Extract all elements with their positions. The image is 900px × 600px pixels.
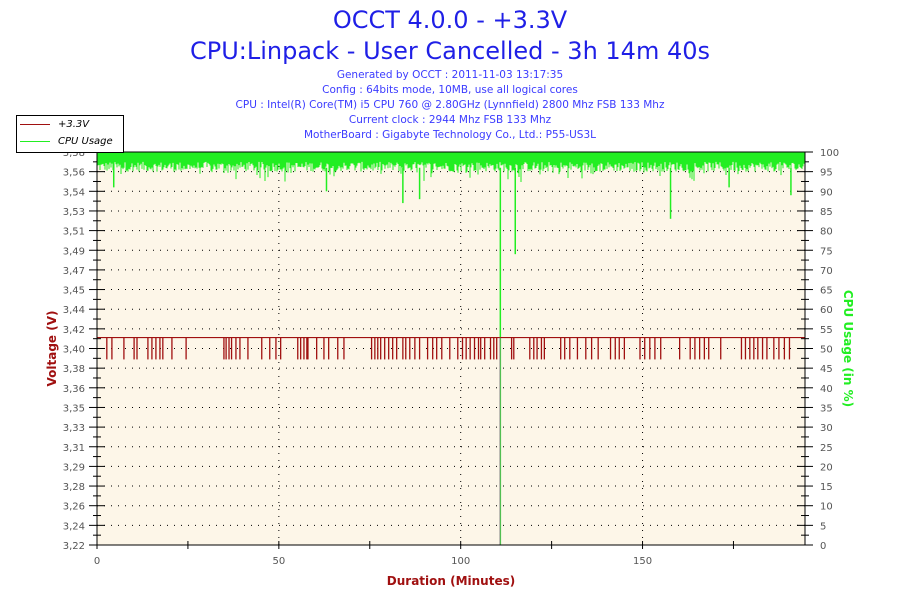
legend-label-cpu: CPU Usage bbox=[58, 136, 113, 147]
y-tick-label: 3,24 bbox=[63, 521, 85, 532]
y2-tick-label: 35 bbox=[820, 403, 833, 414]
legend-swatch-voltage bbox=[20, 124, 50, 125]
info-clock: Current clock : 2944 Mhz FSB 133 Mhz bbox=[348, 114, 552, 126]
info-motherboard: MotherBoard : Gigabyte Technology Co., L… bbox=[304, 129, 596, 141]
y-tick-label: 3,40 bbox=[63, 345, 85, 356]
plot-area bbox=[97, 152, 805, 545]
y2-tick-label: 20 bbox=[820, 462, 833, 473]
y2-tick-label: 0 bbox=[820, 541, 826, 552]
x-tick-label: 50 bbox=[272, 556, 285, 567]
x-tick-label: 150 bbox=[633, 556, 652, 567]
y2-tick-label: 50 bbox=[820, 345, 833, 356]
y2-tick-label: 45 bbox=[820, 364, 833, 375]
y-tick-label: 3,54 bbox=[63, 187, 85, 198]
y2-axis-title: CPU Usage (in %) bbox=[841, 290, 855, 407]
y-tick-label: 3,56 bbox=[63, 168, 85, 179]
y-tick-label: 3,42 bbox=[63, 325, 85, 336]
x-tick-label: 0 bbox=[94, 556, 100, 567]
y-tick-label: 3,38 bbox=[63, 364, 85, 375]
y-tick-label: 3,49 bbox=[63, 246, 85, 257]
y2-tick-label: 10 bbox=[820, 502, 833, 513]
y-tick-label: 3,53 bbox=[63, 207, 85, 218]
y2-tick-label: 60 bbox=[820, 305, 833, 316]
y-tick-label: 3,26 bbox=[63, 502, 85, 513]
y2-tick-label: 30 bbox=[820, 423, 833, 434]
legend-item-cpu: CPU Usage bbox=[17, 133, 123, 150]
y-tick-label: 3,28 bbox=[63, 482, 85, 493]
legend: +3.3V CPU Usage bbox=[16, 115, 124, 153]
y2-tick-label: 75 bbox=[820, 246, 833, 257]
y2-tick-label: 15 bbox=[820, 482, 833, 493]
y-tick-label: 3,47 bbox=[63, 266, 85, 277]
y2-tick-label: 70 bbox=[820, 266, 833, 277]
info-config: Config : 64bits mode, 10MB, use all logi… bbox=[322, 84, 578, 96]
y-tick-label: 3,36 bbox=[63, 384, 85, 395]
y-tick-label: 3,44 bbox=[63, 305, 85, 316]
y-tick-label: 3,31 bbox=[63, 443, 85, 454]
chart-title: OCCT 4.0.0 - +3.3V bbox=[332, 6, 568, 34]
y-tick-label: 3,58 bbox=[63, 148, 85, 159]
y-tick-label: 3,45 bbox=[63, 286, 85, 297]
y-tick-label: 3,33 bbox=[63, 423, 85, 434]
y2-tick-label: 90 bbox=[820, 187, 833, 198]
legend-item-voltage: +3.3V bbox=[17, 116, 123, 133]
y2-tick-label: 55 bbox=[820, 325, 833, 336]
info-generated: Generated by OCCT : 2011-11-03 13:17:35 bbox=[336, 69, 564, 81]
y-axis-title: Voltage (V) bbox=[45, 311, 59, 387]
y2-tick-label: 40 bbox=[820, 384, 833, 395]
y2-tick-label: 95 bbox=[820, 168, 833, 179]
y2-tick-label: 5 bbox=[820, 521, 826, 532]
y-tick-label: 3,35 bbox=[63, 403, 85, 414]
y2-tick-label: 25 bbox=[820, 443, 833, 454]
x-tick-label: 100 bbox=[451, 556, 470, 567]
legend-label-voltage: +3.3V bbox=[58, 119, 90, 130]
y-tick-label: 3,22 bbox=[63, 541, 85, 552]
y2-tick-label: 65 bbox=[820, 286, 833, 297]
info-block: Generated by OCCT : 2011-11-03 13:17:35 … bbox=[0, 68, 900, 143]
y-tick-label: 3,51 bbox=[63, 227, 85, 238]
info-cpu: CPU : Intel(R) Core(TM) i5 CPU 760 @ 2.8… bbox=[235, 99, 665, 111]
chart-subtitle: CPU:Linpack - User Cancelled - 3h 14m 40… bbox=[189, 37, 710, 65]
y2-tick-label: 100 bbox=[820, 148, 839, 159]
y2-tick-label: 80 bbox=[820, 227, 833, 238]
x-axis-title: Duration (Minutes) bbox=[387, 574, 515, 588]
y2-tick-label: 85 bbox=[820, 207, 833, 218]
y-tick-label: 3,29 bbox=[63, 462, 85, 473]
legend-swatch-cpu bbox=[20, 141, 50, 142]
